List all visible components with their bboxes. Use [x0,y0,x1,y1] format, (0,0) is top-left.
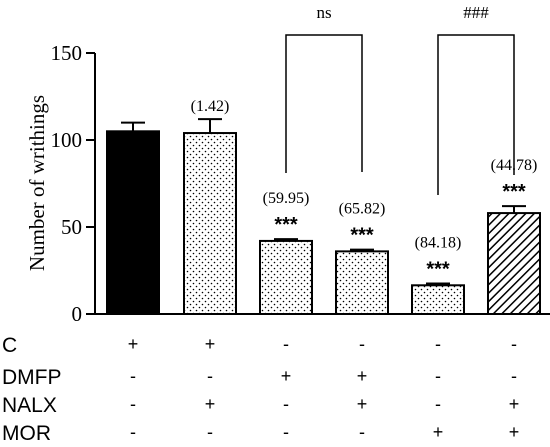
y-axis: 0 50 100 150 Number of writhings [25,41,96,326]
comparison-label: ns [316,3,331,22]
treatment-value: - [511,366,517,386]
comparison-label: ### [463,3,489,22]
y-tick-label: 150 [51,41,83,65]
significance-label: *** [502,181,526,203]
treatment-value: - [283,334,289,354]
treatment-value: - [207,366,213,386]
treatment-value: + [128,334,139,354]
treatment-name: C [2,334,17,357]
bar-6 [487,212,541,315]
treatment-value: - [435,366,441,386]
treatment-value: + [509,394,520,414]
treatment-name: NALX [2,394,57,417]
treatment-name: DMFP [2,366,62,389]
treatment-value: - [359,334,365,354]
treatment-value: + [357,394,368,414]
significance-label: *** [274,214,298,236]
bar-3 [259,239,313,315]
inhibition-label: (59.95) [263,190,310,207]
significance-brackets: ns ### [285,3,515,195]
y-ticks: 0 50 100 150 [51,41,95,326]
treatment-value: - [130,394,136,414]
treatment-value: - [207,422,213,442]
treatment-value: - [283,394,289,414]
bar-5 [411,284,465,316]
inhibition-label: (1.42) [191,98,230,115]
treatment-value: - [283,422,289,442]
comparison-bracket [437,34,515,195]
treatment-value: - [511,334,517,354]
y-tick-label: 50 [61,215,82,239]
significance-label: *** [350,225,374,247]
treatment-value: + [509,422,520,442]
bar-1 [106,130,160,315]
treatment-table: C + + - - - - DMFP - - + + - - NALX - + - + - + MOR - - - - + + [2,334,519,445]
treatment-value: - [435,394,441,414]
annotations: (1.42)***(59.95)***(65.82)***(84.18)***(… [191,98,538,280]
y-axis-label: Number of writhings [25,95,49,271]
treatment-value: - [130,366,136,386]
treatment-value: + [357,366,368,386]
inhibition-label: (65.82) [339,201,386,218]
y-tick-label: 0 [72,302,83,326]
treatment-value: + [205,394,216,414]
inhibition-label: (84.18) [415,235,462,252]
treatment-name: MOR [2,422,51,445]
treatment-value: - [130,422,136,442]
treatment-value: + [281,366,292,386]
treatment-value: + [433,422,444,442]
treatment-value: - [435,334,441,354]
treatment-value: + [205,334,216,354]
treatment-value: - [359,422,365,442]
y-tick-label: 100 [51,128,83,152]
bar-2 [183,132,237,315]
comparison-bracket [285,34,363,173]
bar-4 [335,250,389,315]
bars [94,118,550,316]
significance-label: *** [426,259,450,281]
